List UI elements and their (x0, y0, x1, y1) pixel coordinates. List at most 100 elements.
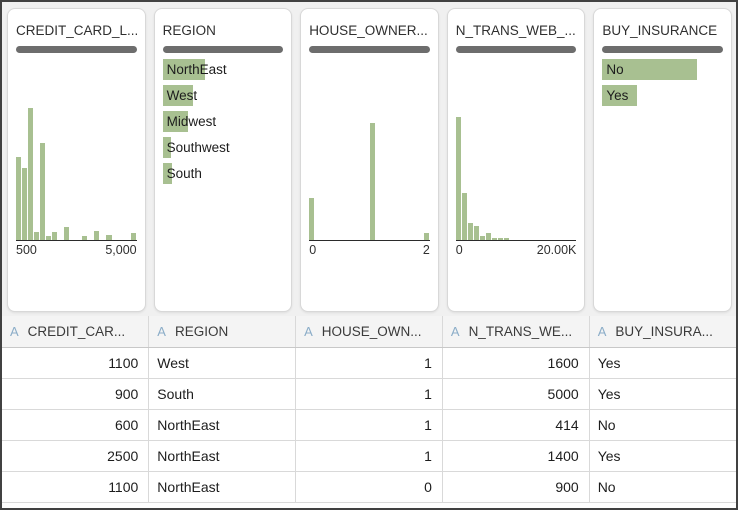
histogram-bar[interactable] (498, 238, 504, 240)
table-cell[interactable]: 5000 (441, 378, 590, 410)
category-item-south[interactable]: South (162, 163, 284, 184)
table-cell[interactable]: 600 (2, 409, 149, 441)
table-cell[interactable]: 1 (295, 378, 443, 410)
histogram-bar[interactable] (461, 193, 467, 240)
category-bar (162, 163, 172, 184)
category-item-no[interactable]: No (602, 59, 723, 80)
profile-card-house-owner[interactable]: HOUSE_OWNER... 0 2 (300, 8, 439, 312)
histogram-bar[interactable] (473, 226, 479, 240)
histogram-slot (34, 57, 40, 240)
category-item-west[interactable]: West (162, 85, 284, 106)
table-cell[interactable]: 1 (295, 409, 443, 441)
histogram-bar[interactable] (485, 233, 491, 240)
histogram-bar[interactable] (309, 198, 315, 240)
histogram-bar[interactable] (455, 117, 461, 240)
column-header-house-own[interactable]: A HOUSE_OWN... (295, 316, 443, 348)
profile-card-credit-card-l[interactable]: CREDIT_CARD_L... 500 5,000 (7, 8, 146, 312)
table-cell[interactable]: 1100 (2, 347, 149, 379)
table-cell[interactable]: South (148, 378, 296, 410)
category-item-northeast[interactable]: NorthEast (162, 59, 284, 80)
table-row: 900 South 1 5000 Yes (2, 378, 736, 410)
histogram-bar[interactable] (28, 108, 34, 240)
histogram-bar[interactable] (106, 235, 112, 240)
histogram-bar[interactable] (423, 233, 429, 240)
card-title: BUY_INSURANCE (602, 23, 718, 38)
column-header-n-trans-we[interactable]: A N_TRANS_WE... (441, 316, 590, 348)
table-cell[interactable]: 0 (295, 471, 443, 503)
table-cell[interactable]: 414 (441, 409, 590, 441)
profile-card-region[interactable]: REGION NorthEast West Midwest Southwest South (153, 8, 293, 312)
quality-bar (162, 46, 284, 53)
table-cell[interactable]: Yes (588, 440, 736, 472)
category-label: No (606, 62, 624, 77)
column-header-buy-insura[interactable]: A BUY_INSURA... (588, 316, 736, 348)
table-row: 1100 West 1 1600 Yes (2, 347, 736, 379)
table-cell[interactable]: NorthEast (148, 409, 296, 441)
histogram-bar[interactable] (16, 157, 22, 240)
table-cell[interactable]: NorthEast (148, 471, 296, 503)
histogram-slot (40, 57, 46, 240)
histogram-bar[interactable] (130, 233, 136, 240)
category-bar (162, 59, 205, 80)
histogram-bar[interactable] (94, 231, 100, 240)
histogram-slot (461, 57, 468, 240)
category-label: NorthEast (166, 62, 227, 77)
histogram-bar[interactable] (504, 238, 510, 240)
table-row: 1100 NorthEast 0 900 No (2, 471, 736, 503)
profile-cards-section: CREDIT_CARD_L... 500 5,000 REGION NorthEast W… (2, 2, 736, 316)
text-type-icon: A (304, 323, 313, 339)
histogram-plot (455, 57, 577, 241)
histogram-slot (485, 57, 492, 240)
table-cell[interactable]: 1600 (441, 347, 590, 379)
histogram-slot (473, 57, 480, 240)
table-cell[interactable]: Yes (588, 378, 736, 410)
histogram-bar[interactable] (491, 238, 497, 240)
table-cell[interactable]: No (588, 471, 736, 503)
column-header-region[interactable]: A REGION (148, 316, 296, 348)
category-item-yes[interactable]: Yes (602, 85, 723, 106)
histogram-plot (309, 57, 430, 241)
histogram-bar[interactable] (40, 143, 46, 240)
category-item-southwest[interactable]: Southwest (162, 137, 284, 158)
profile-card-n-trans-web[interactable]: N_TRANS_WEB_... 0 20.00K (446, 8, 586, 312)
column-header-credit-car[interactable]: A CREDIT_CAR... (2, 316, 149, 348)
text-type-icon: A (597, 323, 607, 339)
histogram-bar[interactable] (46, 236, 52, 240)
table-cell[interactable]: No (588, 409, 736, 441)
text-type-icon: A (10, 323, 19, 339)
profile-card-buy-insurance[interactable]: BUY_INSURANCE No Yes (593, 8, 732, 312)
category-list: No Yes (602, 59, 723, 111)
histogram-bar[interactable] (22, 168, 28, 240)
histogram-slot (504, 57, 510, 240)
histogram-bar[interactable] (64, 227, 70, 240)
table-cell[interactable]: 1 (295, 347, 443, 379)
histogram-bar[interactable] (479, 236, 485, 240)
table-cell[interactable]: 1100 (2, 471, 149, 503)
histogram-bar[interactable] (369, 123, 375, 240)
table-cell[interactable]: 2500 (2, 440, 149, 472)
category-bar (162, 137, 171, 158)
card-title: CREDIT_CARD_L... (16, 23, 137, 38)
category-item-midwest[interactable]: Midwest (162, 111, 284, 132)
table-cell[interactable]: Yes (588, 347, 736, 379)
table-cell[interactable]: NorthEast (148, 440, 296, 472)
histogram-bar[interactable] (34, 232, 40, 240)
table-cell[interactable]: 900 (2, 378, 149, 410)
histogram-slot (369, 57, 376, 240)
category-label: West (166, 88, 198, 103)
category-label: Midwest (166, 114, 217, 129)
table-row: 2500 NorthEast 1 1400 Yes (2, 440, 736, 472)
axis-label-min: 0 (455, 243, 463, 257)
table-cell[interactable]: 1400 (441, 440, 590, 472)
histogram: 500 5,000 (16, 57, 137, 257)
table-cell[interactable]: 1 (295, 440, 443, 472)
histogram-bar[interactable] (467, 223, 473, 240)
histogram-bar[interactable] (82, 236, 88, 240)
table-cell[interactable]: 900 (441, 471, 590, 503)
histogram-bar[interactable] (52, 232, 58, 240)
column-header-label: N_TRANS_WE... (468, 323, 573, 339)
histogram-slot (570, 57, 576, 240)
table-row: 600 NorthEast 1 414 No (2, 409, 736, 441)
table-cell[interactable]: West (148, 347, 296, 379)
